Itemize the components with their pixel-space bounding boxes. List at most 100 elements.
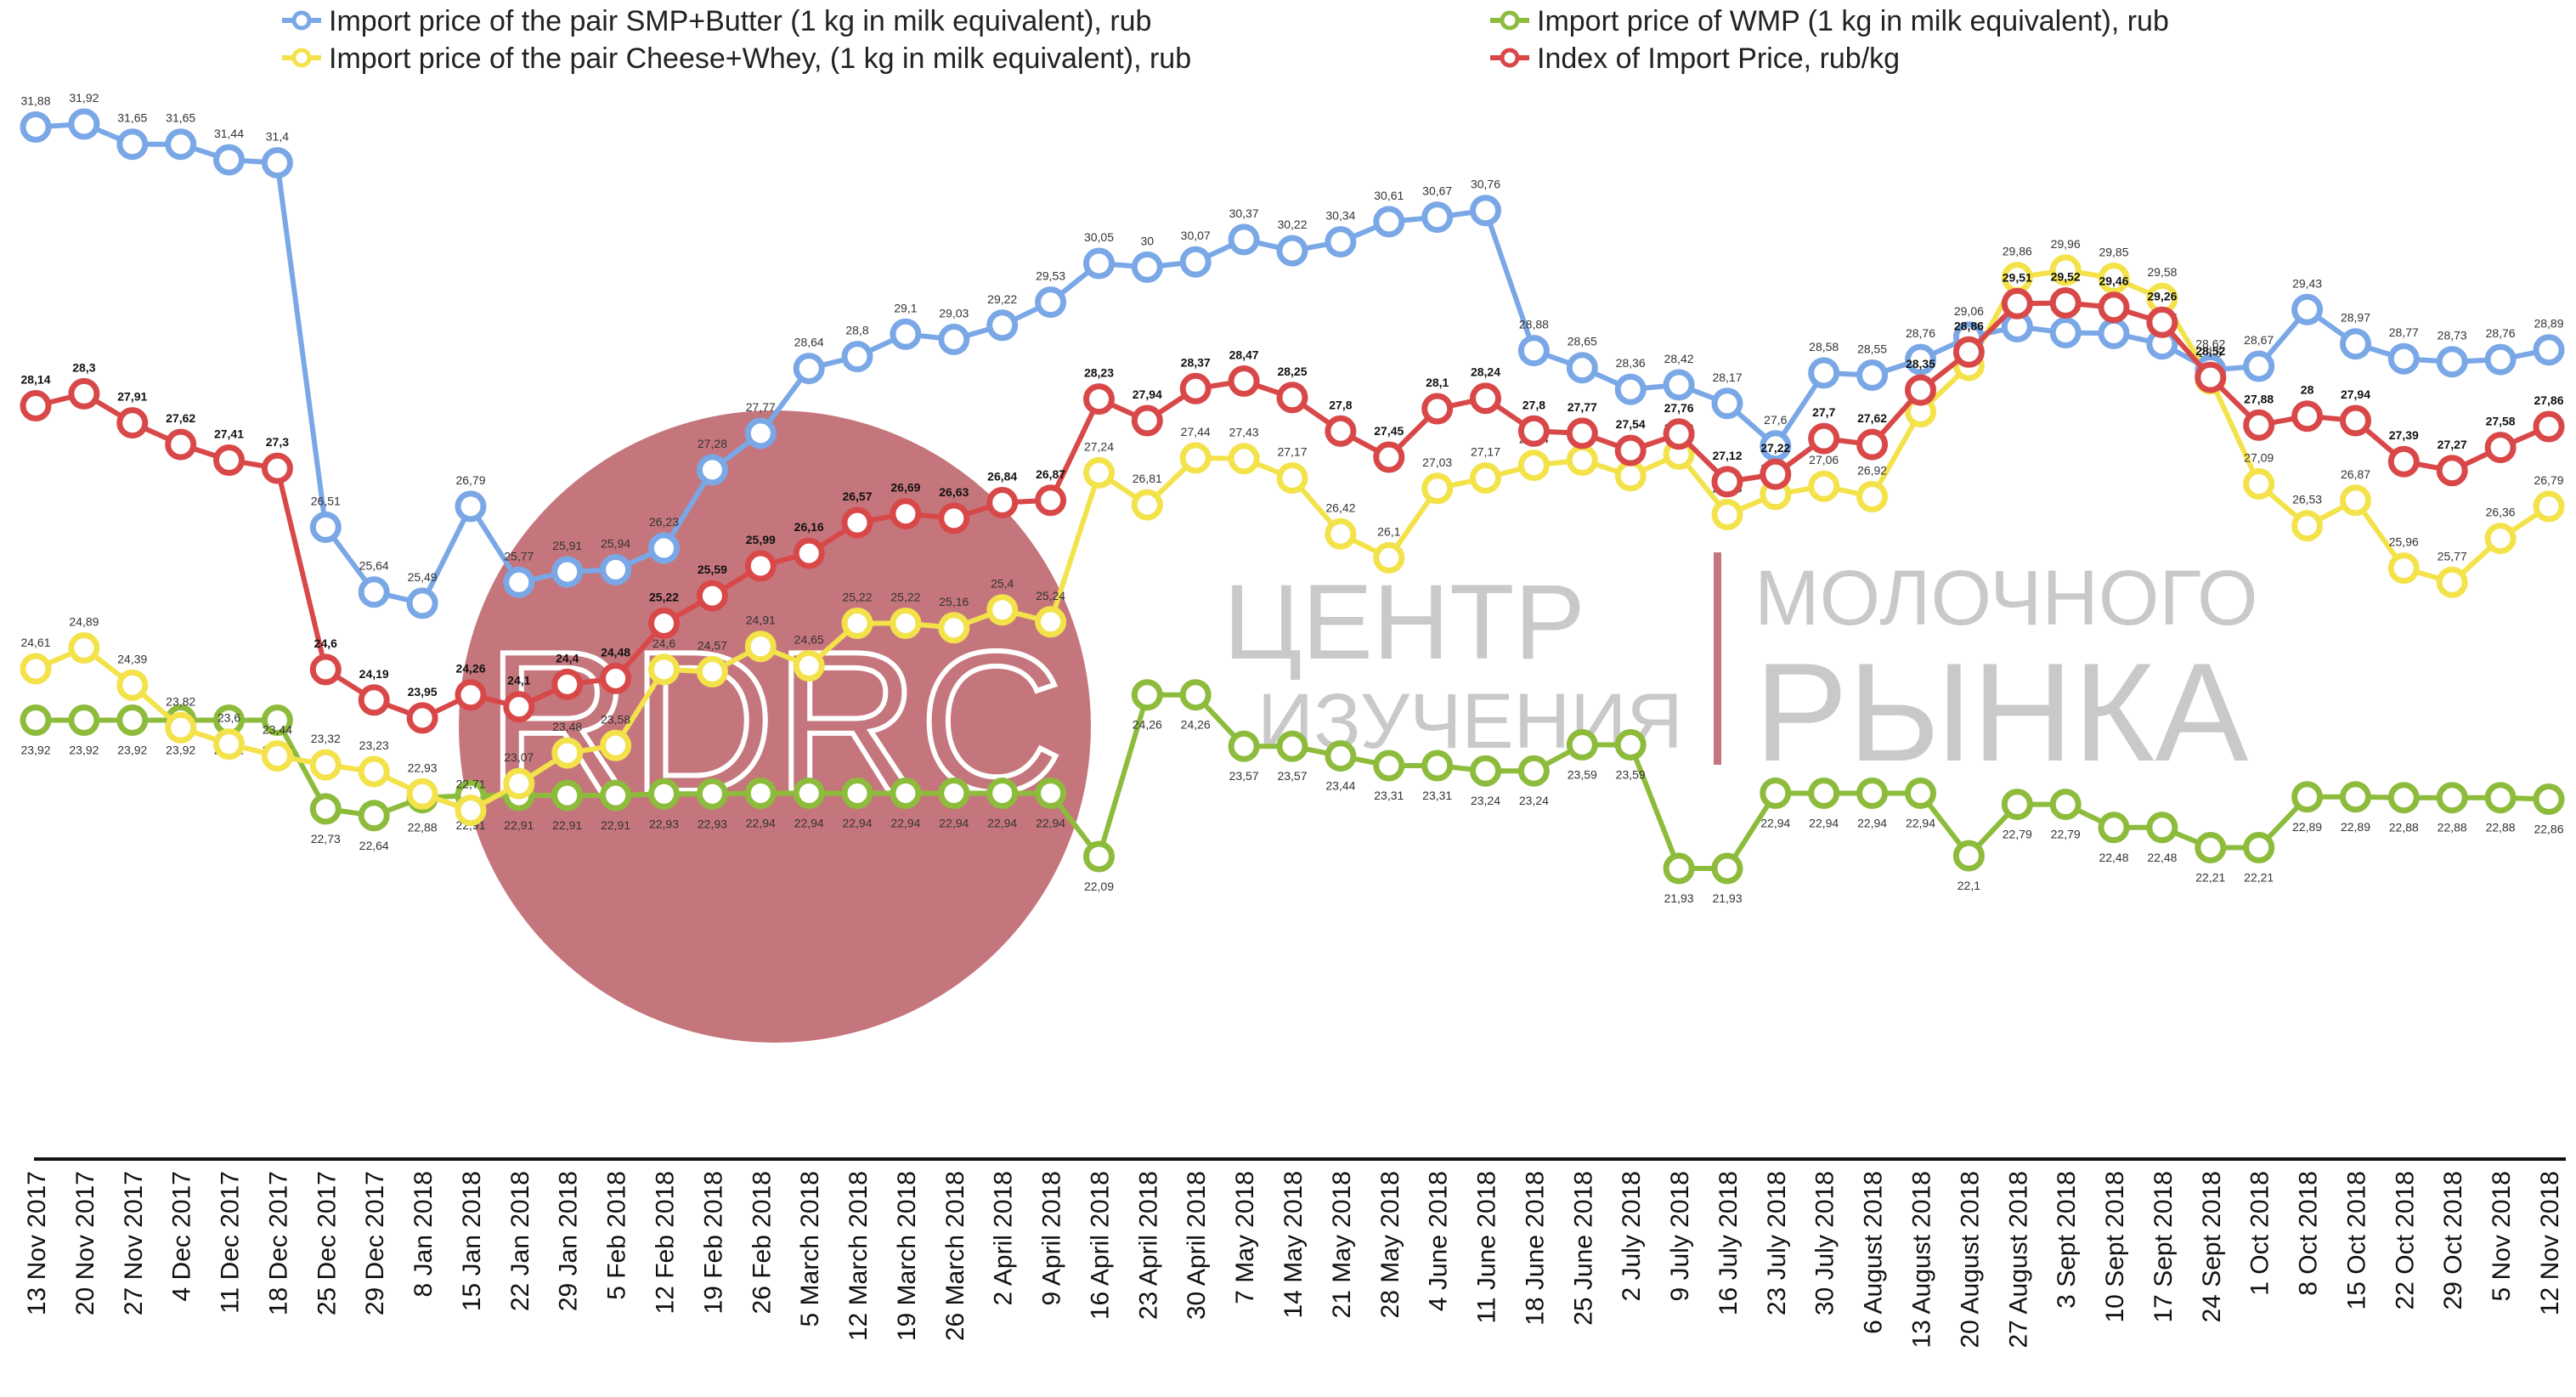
point-wmp-11 <box>551 779 584 812</box>
point-cheese_whey-27 <box>1325 518 1357 550</box>
data-label-smp_butter-10: 25,77 <box>504 549 534 563</box>
data-label-cheese_whey-2: 24,39 <box>117 652 147 665</box>
data-label-smp_butter-15: 27,77 <box>746 400 776 414</box>
point-cheese_whey-13 <box>648 653 680 686</box>
data-label-wmp-17: 22,94 <box>842 817 872 830</box>
point-index-14 <box>696 580 728 612</box>
data-label-smp_butter-13: 26,23 <box>649 515 679 529</box>
data-label-cheese_whey-10: 23,07 <box>504 750 534 764</box>
data-label-wmp-42: 22,79 <box>2051 828 2081 841</box>
point-index-50 <box>2436 455 2468 487</box>
data-label-cheese_whey-22: 27,24 <box>1084 439 1114 453</box>
data-label-index-35: 27,12 <box>1712 449 1742 462</box>
x-tick-label-3: 4 Dec 2017 <box>168 1171 196 1301</box>
point-cheese_whey-47 <box>2291 510 2324 542</box>
data-label-index-15: 25,99 <box>746 533 776 546</box>
x-tick-label-17: 12 March 2018 <box>845 1171 873 1341</box>
point-cheese_whey-1 <box>68 632 100 664</box>
data-label-index-14: 25,59 <box>698 563 727 576</box>
point-index-2 <box>116 407 149 439</box>
point-smp_butter-31 <box>1517 335 1550 367</box>
point-wmp-0 <box>20 704 52 736</box>
legend-label-wmp: Import price of WMP (1 kg in milk equiva… <box>1537 5 2169 37</box>
point-wmp-48 <box>2340 781 2371 813</box>
data-label-index-23: 27,94 <box>1133 387 1162 401</box>
data-label-wmp-29: 23,31 <box>1422 789 1452 802</box>
point-index-31 <box>1517 415 1550 447</box>
data-label-smp_butter-24: 30,07 <box>1181 229 1211 242</box>
point-cheese_whey-15 <box>744 631 777 663</box>
point-index-40 <box>1952 336 1985 368</box>
legend-item-index: Index of Import Price, rub/kg <box>1490 42 1900 75</box>
point-index-51 <box>2484 432 2517 464</box>
point-index-12 <box>600 662 632 694</box>
point-index-9 <box>455 679 487 711</box>
point-wmp-7 <box>358 800 390 832</box>
data-label-index-28: 27,45 <box>1374 424 1404 438</box>
data-label-wmp-28: 23,31 <box>1374 789 1404 802</box>
point-wmp-40 <box>1952 840 1985 872</box>
data-label-cheese_whey-21: 25,24 <box>1036 589 1065 602</box>
point-smp_butter-25 <box>1228 223 1260 256</box>
point-smp_butter-34 <box>1663 369 1695 401</box>
data-label-wmp-23: 24,26 <box>1133 718 1162 732</box>
point-smp_butter-17 <box>841 341 873 373</box>
data-label-wmp-52: 22,86 <box>2534 823 2563 836</box>
point-cheese_whey-48 <box>2340 484 2371 517</box>
point-smp_butter-9 <box>455 490 487 523</box>
point-cheese_whey-43 <box>2098 263 2130 294</box>
point-wmp-33 <box>1614 729 1647 761</box>
data-label-wmp-27: 23,44 <box>1325 779 1355 793</box>
x-axis-ticks: 13 Nov 2017 20 Nov 2017 27 Nov 2017 4 Dec 2… <box>23 1171 2564 1349</box>
point-smp_butter-22 <box>1083 247 1115 280</box>
watermark: RDRC ЦЕНТР МОЛОЧНОГО ИЗУЧЕНИЯ РЫНКА <box>459 410 2258 1043</box>
legend-item-wmp: Import price of WMP (1 kg in milk equiva… <box>1490 5 2169 37</box>
data-label-smp_butter-51: 28,76 <box>2486 326 2516 340</box>
point-smp_butter-43 <box>2098 317 2130 349</box>
data-label-index-1: 28,3 <box>72 360 95 374</box>
data-label-wmp-0: 23,92 <box>20 744 50 757</box>
series-wmp: 23,9223,9223,9223,9223,9223,9222,7322,64… <box>20 679 2565 905</box>
x-tick-label-29: 4 June 2018 <box>1425 1171 1453 1311</box>
data-label-smp_butter-25: 30,37 <box>1229 206 1259 220</box>
data-label-cheese_whey-44: 29,58 <box>2147 265 2177 279</box>
data-label-index-17: 26,57 <box>842 489 872 503</box>
data-label-cheese_whey-13: 24,6 <box>652 636 675 650</box>
data-label-cheese_whey-41: 29,86 <box>2003 245 2032 258</box>
data-label-index-13: 25,22 <box>649 591 679 604</box>
data-label-smp_butter-33: 28,36 <box>1616 356 1646 370</box>
point-smp_butter-21 <box>1035 286 1067 319</box>
point-cheese_whey-25 <box>1228 443 1260 475</box>
x-tick-label-12: 5 Feb 2018 <box>603 1171 631 1300</box>
point-smp_butter-37 <box>1808 357 1840 389</box>
data-label-index-25: 28,47 <box>1229 348 1259 362</box>
point-smp_butter-30 <box>1470 195 1501 227</box>
point-index-36 <box>1760 458 1792 490</box>
point-smp_butter-0 <box>20 111 52 143</box>
data-label-smp_butter-50: 28,73 <box>2438 329 2467 342</box>
point-index-4 <box>213 444 245 476</box>
data-label-wmp-39: 22,94 <box>1906 817 1935 830</box>
watermark-divider <box>1714 552 1721 765</box>
watermark-line2b: РЫНКА <box>1754 634 2248 790</box>
x-tick-label-18: 19 March 2018 <box>893 1171 921 1341</box>
point-wmp-21 <box>1035 778 1067 809</box>
data-label-cheese_whey-18: 25,22 <box>890 591 920 604</box>
data-label-wmp-46: 22,21 <box>2244 871 2274 885</box>
series-index: 28,14 28,3 27,91 27,62 27,41 27,3 24,6 24,19 23,… <box>20 270 2565 734</box>
data-label-index-44: 29,26 <box>2147 289 2177 303</box>
data-label-cheese_whey-23: 26,81 <box>1133 472 1162 485</box>
point-smp_butter-48 <box>2340 328 2371 360</box>
data-label-index-11: 24,4 <box>556 651 579 665</box>
point-wmp-28 <box>1373 749 1405 782</box>
data-label-index-30: 28,24 <box>1471 365 1500 379</box>
data-label-wmp-38: 22,94 <box>1857 817 1887 830</box>
point-cheese_whey-28 <box>1373 541 1405 574</box>
point-wmp-26 <box>1276 730 1308 762</box>
data-label-index-24: 28,37 <box>1181 355 1211 369</box>
x-tick-label-9: 15 Jan 2018 <box>458 1171 486 1311</box>
data-label-wmp-14: 22,93 <box>698 817 727 830</box>
point-cheese_whey-29 <box>1421 472 1454 505</box>
point-index-45 <box>2195 361 2227 393</box>
point-cheese_whey-2 <box>116 669 149 701</box>
